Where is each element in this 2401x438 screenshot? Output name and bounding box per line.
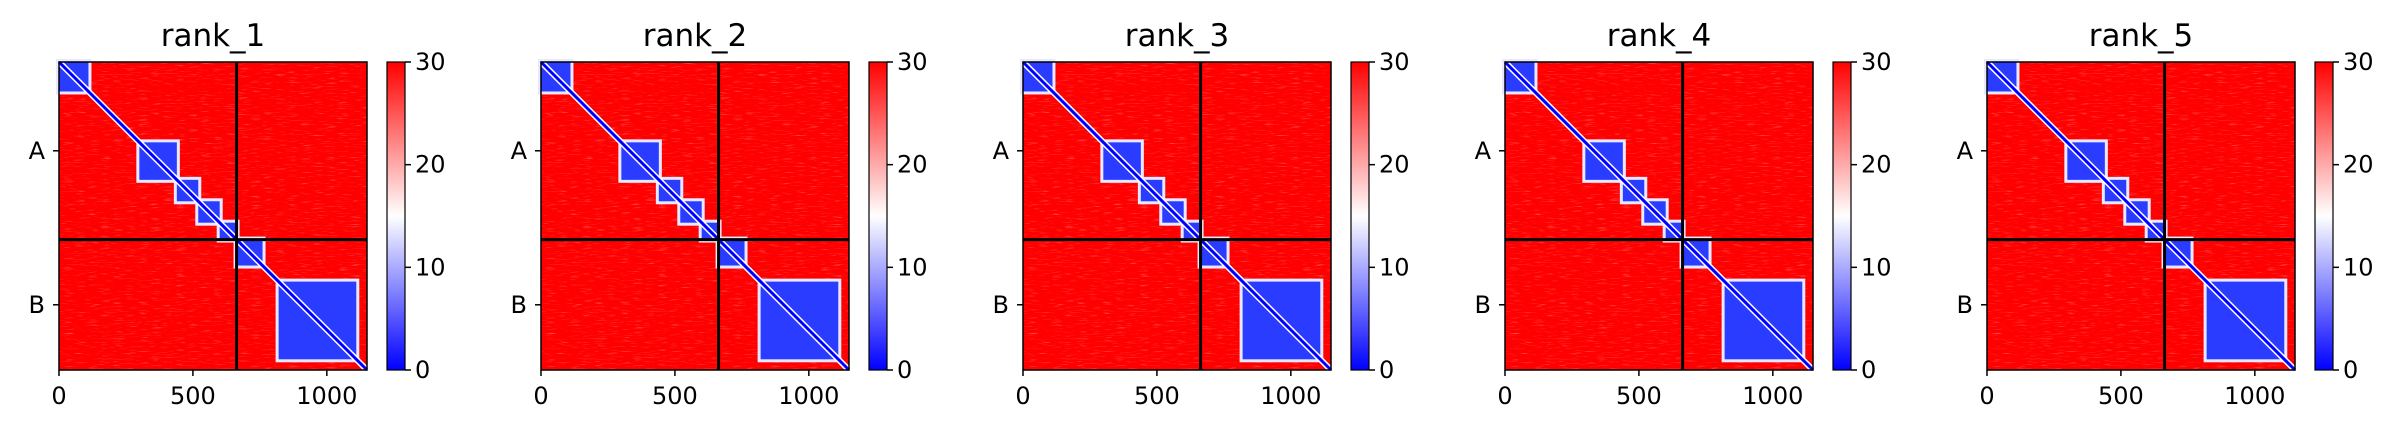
x-tick-label: 0 [533, 382, 548, 410]
colorbar-tick-label: 20 [2343, 151, 2374, 179]
x-tick-label: 1000 [778, 382, 839, 410]
y-tick-label: A [993, 137, 1010, 165]
panel-title: rank_4 [1607, 18, 1712, 54]
y-tick-label: A [511, 137, 528, 165]
y-tick-label: B [993, 291, 1009, 319]
heatmap-panel-3: rank_3 0 500 1000 A B 0 10 20 30 [993, 18, 1410, 410]
colorbar-tick-label: 10 [1379, 253, 1410, 281]
heatmap-frame [540, 61, 850, 371]
x-tick-label: 1000 [296, 382, 357, 410]
diagonal [57, 60, 369, 372]
colorbar-tick-label: 30 [415, 48, 446, 76]
colorbar-tick-label: 0 [2343, 356, 2358, 384]
heatmap-matrix [1502, 59, 1816, 373]
x-tick-label: 1000 [1260, 382, 1321, 410]
colorbar-tick-label: 10 [415, 253, 446, 281]
heatmap-matrix [1020, 59, 1334, 373]
heatmap-panel-5: rank_5 0 500 1000 A B 0 10 20 30 [1957, 18, 2374, 410]
x-tick-label: 0 [1497, 382, 1512, 410]
heatmap-frame [58, 61, 368, 371]
x-tick-label: 1000 [1742, 382, 1803, 410]
colorbar-tick-label: 30 [1861, 48, 1892, 76]
colorbar-tick-label: 30 [1379, 48, 1410, 76]
diagonal [1985, 60, 2297, 372]
x-tick-label: 500 [2098, 382, 2144, 410]
heatmap-frame [1986, 61, 2296, 371]
heatmap-matrix [56, 59, 370, 373]
heatmap-panel-1: rank_1 0 500 1000 A B 0 10 20 30 [29, 18, 446, 410]
colorbar [2314, 61, 2334, 371]
x-tick-label: 500 [652, 382, 698, 410]
y-tick-label: B [1957, 291, 1973, 319]
colorbar-tick-label: 20 [1861, 151, 1892, 179]
x-tick-label: 0 [1979, 382, 1994, 410]
colorbar-tick-label: 10 [897, 253, 928, 281]
panel-title: rank_1 [161, 18, 266, 54]
colorbar-tick-label: 0 [1861, 356, 1876, 384]
y-tick-label: B [1475, 291, 1491, 319]
heatmap-matrix [538, 59, 852, 373]
diagonal [1021, 60, 1333, 372]
x-tick-label: 0 [1015, 382, 1030, 410]
colorbar [868, 61, 888, 371]
colorbar-tick-label: 0 [1379, 356, 1394, 384]
colorbar-tick-label: 20 [1379, 151, 1410, 179]
heatmap-panel-2: rank_2 0 500 1000 A B 0 10 20 30 [511, 18, 928, 410]
colorbar-tick-label: 30 [2343, 48, 2374, 76]
colorbar [1832, 61, 1852, 371]
heatmap-frame [1022, 61, 1332, 371]
diagonal [539, 60, 851, 372]
y-tick-label: B [29, 291, 45, 319]
colorbar [1350, 61, 1370, 371]
heatmap-frame [1504, 61, 1814, 371]
y-tick-label: A [1475, 137, 1492, 165]
x-tick-label: 500 [1616, 382, 1662, 410]
y-tick-label: A [1957, 137, 1974, 165]
colorbar [386, 61, 406, 371]
y-tick-label: B [511, 291, 527, 319]
heatmap-matrix [1984, 59, 2298, 373]
panel-title: rank_3 [1125, 18, 1230, 54]
colorbar-tick-label: 20 [897, 151, 928, 179]
colorbar-tick-label: 20 [415, 151, 446, 179]
panel-title: rank_2 [643, 18, 748, 54]
colorbar-tick-label: 10 [1861, 253, 1892, 281]
heatmap-panel-4: rank_4 0 500 1000 A B 0 10 20 30 [1475, 18, 1892, 410]
x-tick-label: 0 [51, 382, 66, 410]
x-tick-label: 500 [170, 382, 216, 410]
colorbar-tick-label: 0 [897, 356, 912, 384]
colorbar-tick-label: 10 [2343, 253, 2374, 281]
diagonal [1503, 60, 1815, 372]
colorbar-tick-label: 30 [897, 48, 928, 76]
panel-title: rank_5 [2089, 18, 2194, 54]
colorbar-tick-label: 0 [415, 356, 430, 384]
y-tick-label: A [29, 137, 46, 165]
x-tick-label: 1000 [2224, 382, 2285, 410]
x-tick-label: 500 [1134, 382, 1180, 410]
